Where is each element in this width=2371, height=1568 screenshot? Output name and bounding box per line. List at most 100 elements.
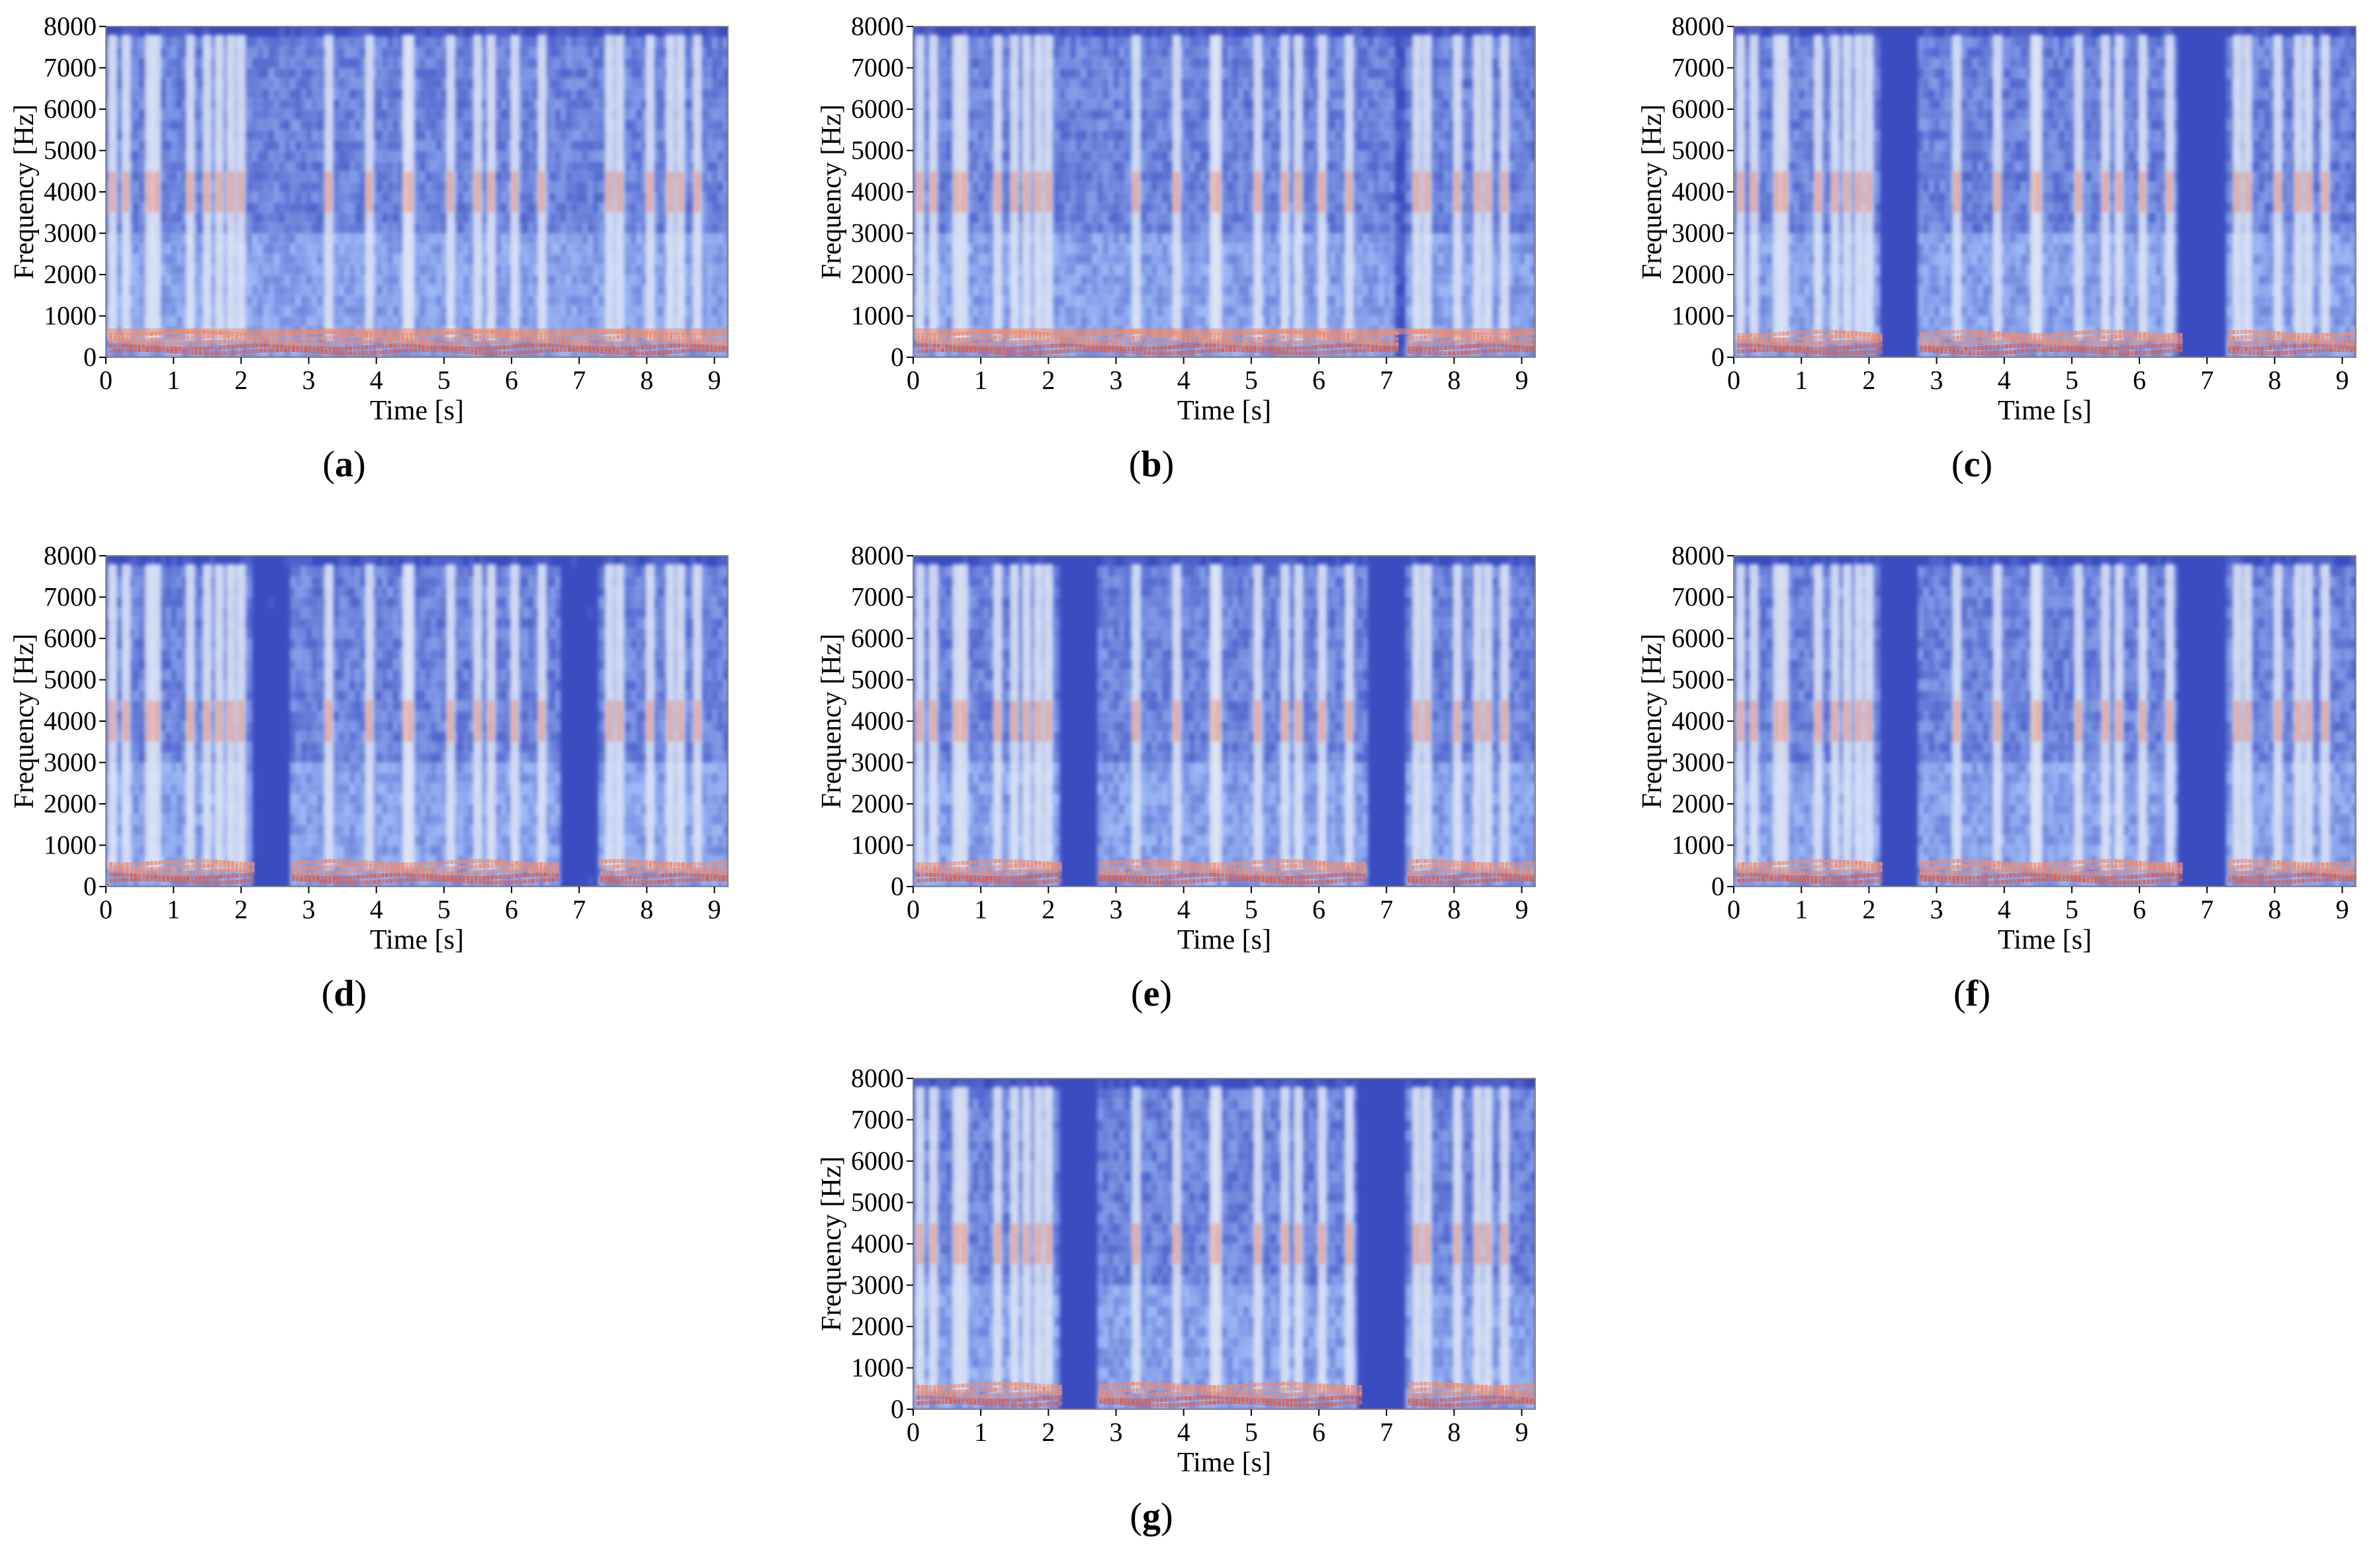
- energy-cell: [598, 78, 604, 89]
- energy-cell: [289, 222, 296, 234]
- energy-cell: [425, 171, 431, 183]
- energy-cell: [978, 305, 985, 317]
- energy-cell: [500, 284, 507, 296]
- energy-cell: [457, 316, 464, 327]
- energy-cell: [430, 150, 437, 162]
- harmonic-mark: [316, 346, 320, 351]
- harmonic-mark: [697, 337, 701, 341]
- energy-cell: [132, 67, 140, 79]
- energy-cell: [544, 181, 551, 193]
- energy-cell: [722, 57, 728, 69]
- energy-cell: [306, 130, 312, 141]
- energy-cell: [636, 67, 643, 79]
- energy-cell: [430, 119, 437, 131]
- energy-cell: [138, 347, 145, 357]
- energy-cell: [176, 316, 183, 327]
- harmonic-mark: [401, 336, 405, 341]
- energy-cell: [435, 67, 442, 79]
- energy-cell: [641, 222, 648, 234]
- energy-cell: [706, 202, 713, 214]
- energy-cell: [387, 47, 394, 58]
- energy-cell: [592, 140, 599, 152]
- energy-cell: [311, 57, 318, 69]
- energy-cell: [425, 253, 431, 265]
- energy-cell: [338, 243, 345, 255]
- harmonic-mark: [397, 349, 401, 353]
- harmonic-mark: [235, 339, 239, 343]
- energy-cell: [495, 305, 502, 317]
- energy-cell: [279, 192, 285, 203]
- energy-cell: [989, 284, 995, 296]
- energy-cell: [544, 295, 551, 306]
- energy-cell: [289, 284, 296, 296]
- energy-cell: [273, 67, 280, 79]
- energy-cell: [333, 99, 339, 110]
- energy-cell: [517, 316, 523, 327]
- energy-cell: [533, 275, 539, 286]
- harmonic-mark: [170, 349, 174, 353]
- energy-cell: [414, 212, 421, 224]
- energy-cell: [159, 253, 166, 265]
- energy-cell: [176, 233, 183, 245]
- energy-cell: [582, 119, 588, 131]
- harmonic-mark: [494, 334, 498, 339]
- harmonic-mark: [409, 337, 413, 341]
- energy-cell: [522, 140, 529, 152]
- energy-cell: [246, 243, 253, 255]
- harmonic-mark: [226, 334, 230, 339]
- energy-cell: [652, 212, 658, 224]
- energy-cell: [711, 88, 718, 100]
- harmonic-mark: [413, 340, 417, 345]
- fricative-peak: [326, 171, 333, 213]
- energy-cell: [311, 161, 318, 172]
- energy-cell: [468, 119, 474, 131]
- energy-cell: [576, 192, 583, 203]
- energy-cell: [398, 150, 404, 162]
- energy-cell: [398, 99, 404, 110]
- energy-cell: [257, 222, 264, 234]
- harmonic-mark: [652, 339, 656, 343]
- energy-cell: [435, 88, 442, 100]
- energy-cell: [257, 284, 264, 296]
- energy-cell: [138, 161, 145, 172]
- energy-cell: [381, 140, 388, 152]
- energy-cell: [316, 316, 323, 327]
- harmonic-mark: [226, 339, 230, 343]
- energy-cell: [560, 192, 566, 203]
- fricative-peak: [512, 171, 519, 213]
- energy-cell: [544, 253, 551, 265]
- harmonic-mark: [576, 348, 580, 353]
- energy-cell: [463, 336, 469, 348]
- harmonic-mark: [482, 351, 486, 355]
- harmonic-mark: [454, 349, 458, 353]
- energy-cell: [967, 36, 973, 48]
- energy-cell: [560, 284, 566, 296]
- energy-cell: [263, 233, 269, 245]
- energy-cell: [273, 119, 280, 131]
- energy-cell: [972, 171, 979, 183]
- harmonic-mark: [547, 333, 551, 337]
- energy-cell: [116, 88, 123, 100]
- energy-cell: [701, 99, 707, 110]
- energy-cell: [279, 181, 285, 193]
- energy-cell: [967, 192, 973, 203]
- energy-cell: [576, 181, 583, 193]
- energy-cell: [967, 233, 973, 245]
- energy-cell: [181, 202, 188, 214]
- energy-cell: [668, 26, 675, 38]
- energy-cell: [989, 36, 995, 48]
- energy-cell: [983, 161, 990, 172]
- energy-cell: [972, 26, 979, 38]
- energy-cell: [989, 161, 995, 172]
- energy-cell: [560, 171, 566, 183]
- energy-cell: [268, 305, 275, 317]
- energy-cell: [576, 336, 583, 348]
- energy-cell: [657, 243, 664, 255]
- harmonic-mark: [328, 335, 332, 340]
- energy-cell: [940, 305, 947, 317]
- energy-cell: [684, 67, 691, 79]
- energy-cell: [587, 109, 594, 120]
- energy-cell: [338, 284, 345, 296]
- energy-cell: [251, 67, 258, 79]
